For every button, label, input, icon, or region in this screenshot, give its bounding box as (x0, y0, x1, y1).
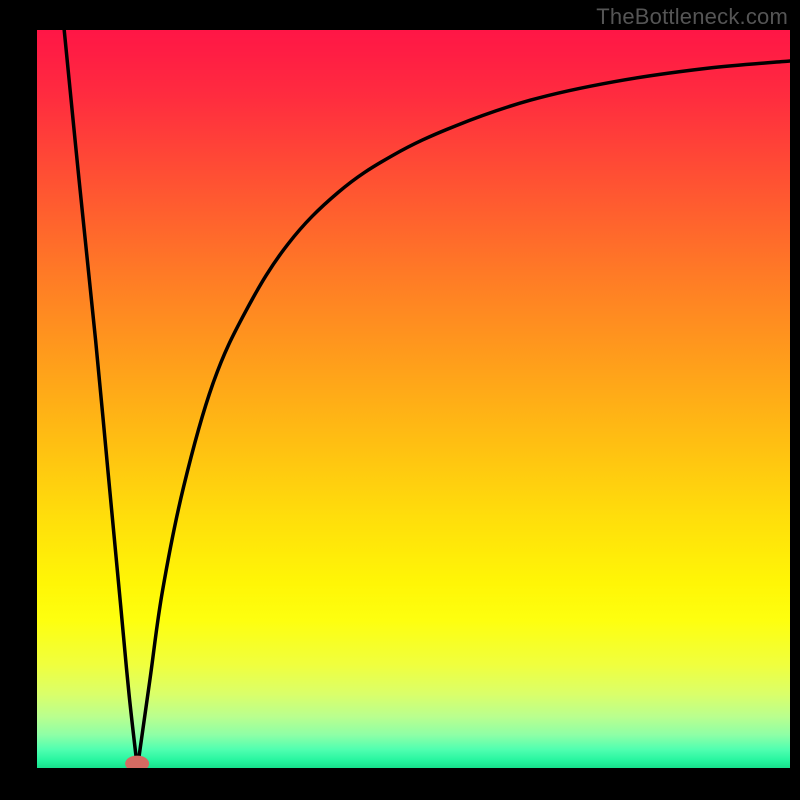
plot-background (37, 30, 790, 768)
chart-container: TheBottleneck.com (0, 0, 800, 800)
chart-svg (0, 0, 800, 800)
watermark-text: TheBottleneck.com (596, 4, 788, 30)
